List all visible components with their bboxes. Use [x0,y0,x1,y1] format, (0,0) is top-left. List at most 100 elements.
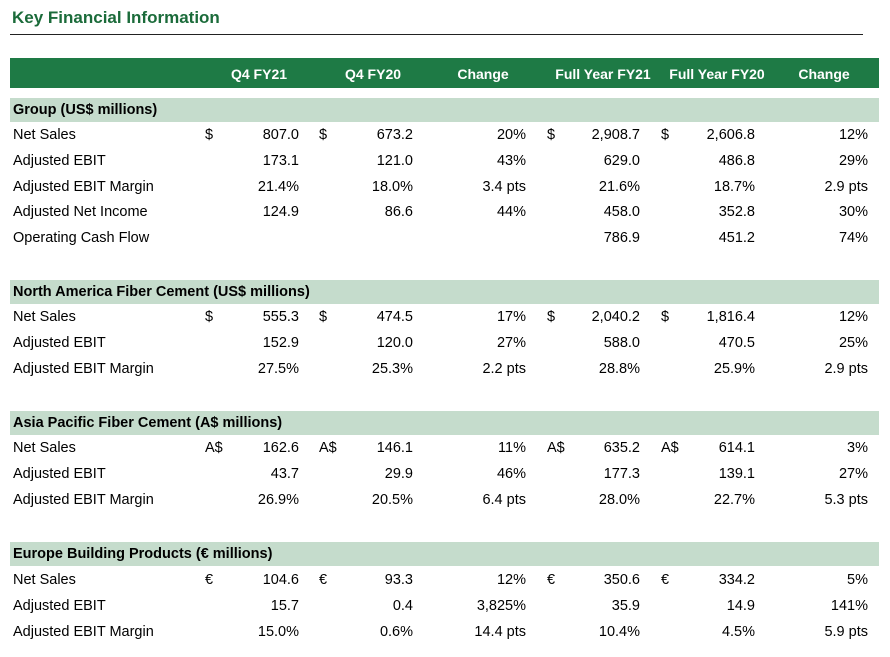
value-fy21: 28.8% [598,361,640,377]
row-label: Adjusted EBIT Margin [13,624,154,640]
value-change-fy: 12% [838,309,868,325]
col-header-q4-fy20: Q4 FY20 [344,66,402,82]
value-change-fy: 5.3 pts [824,492,868,508]
section-header-group: Group (US$ millions) [10,98,879,122]
value-fy21: 177.3 [603,466,640,482]
currency-symbol: € [319,572,328,588]
value-change-q4: 12% [496,572,526,588]
value-fy20: 4.5% [721,624,755,640]
value-q4-fy20: 673.2 [376,127,413,143]
table-row: Net Sales A$ 162.6 A$ 146.1 11% A$ 635.2… [0,440,890,460]
value-change-fy: 141% [830,598,868,614]
currency-symbol: $ [661,309,670,325]
value-fy20: 486.8 [718,153,755,169]
value-change-q4: 44% [496,204,526,220]
value-fy20: 22.7% [713,492,755,508]
value-q4-fy21: 555.3 [262,309,299,325]
currency-symbol: A$ [319,440,337,456]
value-q4-fy21: 27.5% [257,361,299,377]
value-fy21: 2,040.2 [591,309,640,325]
table-row: Adjusted EBIT Margin 27.5% 25.3% 2.2 pts… [0,361,890,381]
value-fy20: 352.8 [718,204,755,220]
value-change-q4: 3,825% [476,598,526,614]
value-change-fy: 3% [847,440,868,456]
value-change-q4: 46% [496,466,526,482]
value-q4-fy20: 121.0 [376,153,413,169]
currency-symbol: € [205,572,214,588]
table-row: Net Sales € 104.6 € 93.3 12% € 350.6 € 3… [0,572,890,592]
value-q4-fy20: 29.9 [384,466,413,482]
value-fy20: 1,816.4 [706,309,755,325]
value-q4-fy21: 152.9 [262,335,299,351]
col-header-q4-fy21: Q4 FY21 [230,66,288,82]
section-header-north-america: North America Fiber Cement (US$ millions… [10,280,879,304]
value-fy21: 629.0 [603,153,640,169]
value-q4-fy21: 43.7 [270,466,299,482]
currency-symbol: $ [319,127,328,143]
value-q4-fy20: 474.5 [376,309,413,325]
value-fy21: 28.0% [598,492,640,508]
currency-symbol: A$ [661,440,679,456]
value-change-q4: 20% [496,127,526,143]
row-label: Net Sales [13,309,76,325]
value-q4-fy21: 21.4% [257,179,299,195]
value-q4-fy20: 20.5% [371,492,413,508]
value-change-q4: 3.4 pts [482,179,526,195]
value-change-q4: 43% [496,153,526,169]
col-header-change-fy: Change [798,66,850,82]
table-row: Adjusted EBIT 152.9 120.0 27% 588.0 470.… [0,335,890,355]
value-change-q4: 2.2 pts [482,361,526,377]
value-q4-fy20: 0.4 [392,598,413,614]
value-q4-fy21: 15.7 [270,598,299,614]
value-q4-fy20: 86.6 [384,204,413,220]
row-label: Net Sales [13,127,76,143]
value-fy20: 470.5 [718,335,755,351]
value-q4-fy20: 146.1 [376,440,413,456]
table-row: Adjusted EBIT 43.7 29.9 46% 177.3 139.1 … [0,466,890,486]
section-header-europe: Europe Building Products (€ millions) [10,542,879,566]
currency-symbol: $ [661,127,670,143]
row-label: Adjusted EBIT [13,466,106,482]
table-row: Net Sales $ 807.0 $ 673.2 20% $ 2,908.7 … [0,127,890,147]
section-title: North America Fiber Cement (US$ millions… [13,284,310,300]
col-header-fy20: Full Year FY20 [669,66,765,82]
row-label: Net Sales [13,440,76,456]
currency-symbol: A$ [547,440,565,456]
value-fy21: 21.6% [598,179,640,195]
table-row: Adjusted EBIT 173.1 121.0 43% 629.0 486.… [0,153,890,173]
column-header-bar: Q4 FY21 Q4 FY20 Change Full Year FY21 Fu… [10,58,879,88]
value-fy21: 635.2 [603,440,640,456]
currency-symbol: € [661,572,670,588]
value-change-fy: 30% [838,204,868,220]
row-label: Adjusted EBIT [13,335,106,351]
section-title: Group (US$ millions) [13,102,158,118]
table-row: Adjusted EBIT Margin 15.0% 0.6% 14.4 pts… [0,624,890,644]
table-row: Adjusted EBIT Margin 26.9% 20.5% 6.4 pts… [0,492,890,512]
value-fy20: 2,606.8 [706,127,755,143]
value-change-fy: 74% [838,230,868,246]
row-label: Adjusted Net Income [13,204,148,220]
section-header-asia-pacific: Asia Pacific Fiber Cement (A$ millions) [10,411,879,435]
col-header-change-q4: Change [457,66,509,82]
value-q4-fy21: 807.0 [262,127,299,143]
value-change-fy: 29% [838,153,868,169]
value-fy20: 451.2 [718,230,755,246]
value-change-fy: 2.9 pts [824,179,868,195]
value-change-fy: 2.9 pts [824,361,868,377]
table-row: Adjusted EBIT Margin 21.4% 18.0% 3.4 pts… [0,179,890,199]
row-label: Adjusted EBIT [13,598,106,614]
currency-symbol: $ [547,309,556,325]
value-fy20: 14.9 [726,598,755,614]
currency-symbol: $ [205,127,214,143]
row-label: Adjusted EBIT Margin [13,492,154,508]
value-change-fy: 27% [838,466,868,482]
value-fy20: 18.7% [713,179,755,195]
section-title: Europe Building Products (€ millions) [13,546,273,562]
value-change-fy: 5.9 pts [824,624,868,640]
table-row: Adjusted EBIT 15.7 0.4 3,825% 35.9 14.9 … [0,598,890,618]
row-label: Adjusted EBIT Margin [13,361,154,377]
currency-symbol: $ [319,309,328,325]
title-divider [10,34,863,35]
currency-symbol: $ [205,309,214,325]
value-change-fy: 12% [838,127,868,143]
